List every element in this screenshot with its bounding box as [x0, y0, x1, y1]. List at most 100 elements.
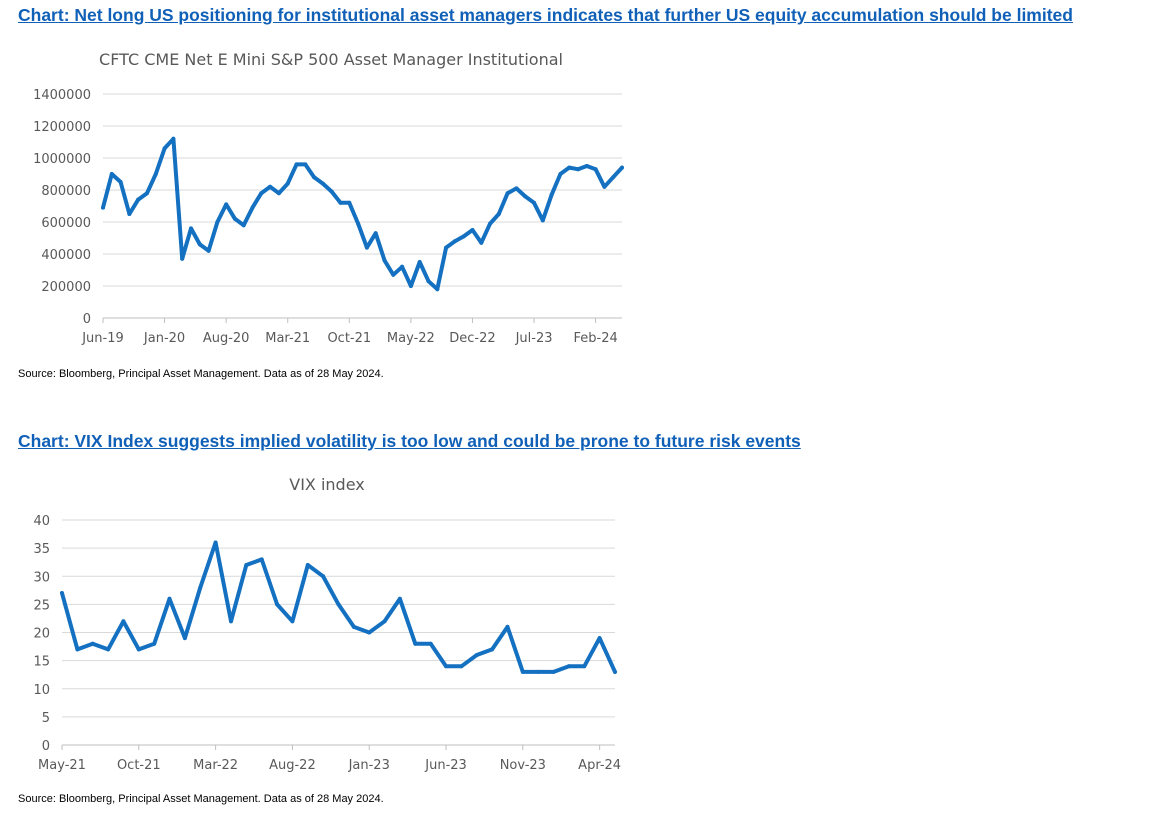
vix-data-point [505, 624, 510, 629]
positioning-data-point [276, 191, 281, 196]
positioning-data-point [620, 165, 624, 170]
positioning-data-point [593, 167, 598, 172]
vix-data-point [459, 664, 464, 669]
positioning-data-point [364, 245, 369, 250]
positioning-data-point [312, 175, 317, 180]
positioning-data-point [162, 146, 167, 151]
positioning-data-point [373, 231, 378, 236]
positioning-data-point [118, 180, 123, 184]
positioning-data-point [145, 191, 149, 196]
positioning-data-point [488, 221, 493, 226]
vix-data-point [582, 664, 587, 669]
vix-data-point [259, 557, 264, 562]
positioning-data-point [611, 175, 616, 180]
vix-data-point [382, 619, 387, 624]
positioning-data-point [153, 172, 158, 176]
positioning-data-point [197, 242, 202, 247]
positioning-x-tick-label: May-22 [387, 331, 435, 346]
vix-data-point [305, 563, 310, 567]
positioning-data-point [285, 181, 290, 186]
positioning-y-tick-label: 1000000 [33, 152, 91, 167]
vix-data-point [321, 574, 326, 579]
vix-y-tick-label: 5 [42, 711, 50, 726]
positioning-y-tick-label: 1200000 [33, 120, 91, 135]
vix-chart: VIX index 0 5 10 15 20 25 30 35 40 May-21 Oct-21 Mar… [33, 475, 621, 773]
positioning-data-point [329, 189, 334, 194]
vix-data-point [551, 669, 556, 674]
vix-data-point [229, 619, 233, 624]
positioning-data-point [408, 284, 413, 288]
vix-x-tick-label: Oct-21 [117, 758, 161, 773]
vix-series-line [60, 540, 617, 674]
positioning-y-tick-label: 0 [83, 312, 91, 327]
positioning-data-point [426, 279, 431, 284]
positioning-data-point [602, 184, 607, 189]
vix-data-point [351, 624, 356, 629]
positioning-data-point [461, 234, 466, 239]
chart2-heading: Chart: VIX Index suggests implied volati… [18, 431, 801, 451]
positioning-y-tick-label: 1400000 [33, 88, 91, 103]
vix-data-point [60, 591, 64, 596]
vix-data-point [106, 647, 111, 652]
vix-data-point [290, 619, 295, 624]
vix-data-point [428, 641, 433, 646]
vix-y-tick-label: 30 [33, 570, 50, 585]
positioning-data-point [435, 287, 440, 292]
positioning-data-point [136, 197, 141, 202]
vix-data-point [613, 669, 617, 674]
positioning-data-point [171, 136, 176, 141]
vix-data-point [90, 641, 95, 646]
vix-x-tick-label: Aug-22 [269, 758, 316, 773]
positioning-data-point [532, 200, 536, 205]
vix-x-tick-label: Apr-24 [578, 758, 621, 773]
positioning-data-point [479, 240, 484, 245]
vix-x-tick-label: May-21 [38, 758, 86, 773]
vix-x-tick-label: Nov-23 [500, 758, 546, 773]
positioning-x-tick-label: Dec-22 [449, 331, 495, 346]
positioning-data-point [558, 172, 563, 176]
positioning-data-point [101, 205, 105, 210]
positioning-x-tick-label: Oct-21 [327, 331, 371, 346]
chart1-heading: Chart: Net long US positioning for insti… [18, 5, 1073, 25]
positioning-y-tick-label: 400000 [41, 248, 91, 263]
positioning-series-line [101, 136, 624, 292]
vix-y-tick-label: 20 [33, 627, 50, 642]
positioning-data-point [224, 202, 229, 207]
vix-data-point [474, 653, 479, 657]
positioning-data-point [189, 226, 193, 231]
vix-data-point [520, 669, 525, 674]
positioning-x-tick-label: Jun-19 [81, 331, 124, 346]
positioning-data-point [391, 272, 396, 277]
positioning-data-point [382, 258, 387, 263]
vix-data-point [397, 596, 402, 601]
positioning-data-point [109, 172, 114, 176]
positioning-data-point [584, 164, 589, 168]
vix-data-point [597, 636, 602, 641]
vix-data-point [536, 669, 541, 674]
positioning-data-point [259, 191, 264, 196]
positioning-data-point [347, 200, 352, 205]
positioning-x-tick-label: Mar-21 [265, 331, 310, 346]
positioning-data-point [268, 184, 273, 189]
chart1-source: Source: Bloomberg, Principal Asset Manag… [18, 368, 384, 380]
positioning-chart: CFTC CME Net E Mini S&P 500 Asset Manage… [33, 50, 624, 346]
vix-data-point [182, 636, 187, 641]
positioning-data-point [215, 220, 220, 224]
positioning-data-point [576, 167, 580, 172]
vix-data-point [413, 641, 418, 646]
positioning-data-point [294, 162, 299, 167]
positioning-data-point [505, 191, 510, 196]
vix-data-point [367, 630, 372, 635]
positioning-x-tick-label: Aug-20 [203, 331, 250, 346]
positioning-data-point [523, 194, 528, 199]
positioning-y-tick-label: 800000 [41, 184, 91, 199]
positioning-data-point [180, 256, 185, 261]
positioning-y-tick-label: 200000 [41, 280, 91, 295]
vix-data-point [198, 585, 203, 590]
vix-x-tick-label: Mar-22 [193, 758, 238, 773]
vix-data-point [566, 664, 571, 669]
vix-y-tick-label: 0 [42, 739, 50, 754]
positioning-x-tick-label: Jul-23 [515, 331, 553, 346]
positioning-data-point [250, 205, 255, 210]
vix-y-tick-label: 40 [33, 514, 50, 529]
